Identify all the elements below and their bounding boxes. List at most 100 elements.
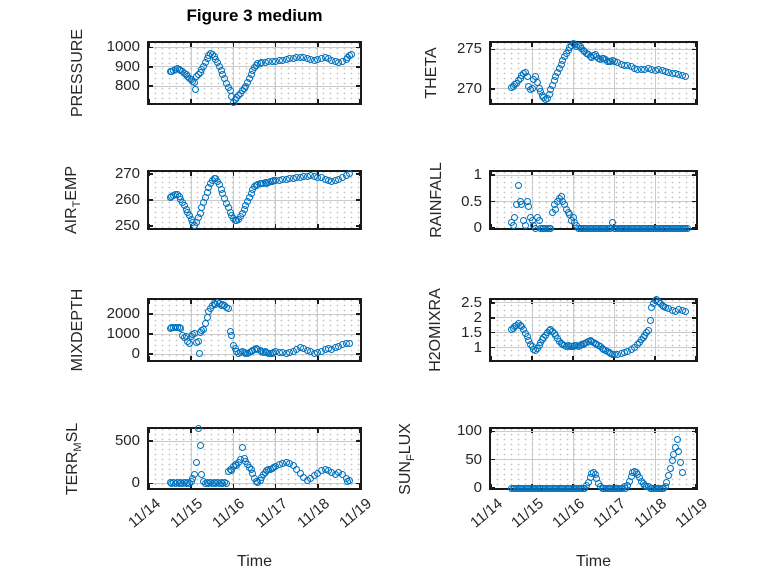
- y-tick-right: [356, 313, 360, 315]
- subplot-pressure: 800 900 1000 PRESSURE: [69, 29, 362, 117]
- x-tick-bottom: [274, 484, 277, 488]
- x-tick-top: [572, 172, 574, 176]
- x-tick-label: 11/19: [336, 495, 375, 532]
- data-point-marker: [194, 425, 202, 433]
- x-tick-top: [359, 429, 361, 433]
- y-tick-left: [149, 199, 153, 201]
- x-tick-top: [190, 429, 192, 433]
- y-tick-right: [356, 482, 360, 485]
- data-point-marker: [195, 350, 203, 358]
- y-tick-label: 2.5: [461, 294, 482, 312]
- y-gridline: [491, 88, 696, 90]
- data-point-marker: [683, 224, 691, 232]
- x-tick-bottom: [613, 356, 615, 360]
- x-tick-label: 11/17: [251, 495, 291, 532]
- x-tick-bottom: [654, 356, 656, 360]
- x-tick-top: [148, 429, 150, 433]
- x-tick-bottom: [148, 484, 150, 488]
- y-tick-left: [149, 66, 153, 68]
- x-tick-top: [695, 429, 697, 433]
- x-tick-bottom: [695, 484, 697, 488]
- data-point-marker: [203, 313, 211, 321]
- x-gridline: [275, 43, 277, 103]
- data-point-marker: [199, 325, 207, 333]
- y-tick-right: [692, 88, 696, 90]
- data-point-marker: [644, 326, 652, 334]
- x-tick-label: 11/17: [590, 495, 629, 532]
- x-gridline: [613, 172, 615, 228]
- x-gridline: [654, 172, 656, 228]
- x-gridline: [232, 43, 234, 103]
- data-point-marker: [682, 73, 690, 81]
- x-tick-top: [317, 300, 319, 304]
- x-tick-label: 11/15: [167, 495, 207, 532]
- y-tick-left: [149, 313, 153, 315]
- x-tick-top: [317, 43, 319, 47]
- y-gridline: [149, 333, 360, 335]
- data-point-marker: [194, 338, 202, 346]
- subplot-air-temp: 250 260 270 AIRTEMP: [63, 165, 362, 234]
- y-tick-right: [692, 430, 696, 433]
- y-tick-label: 100: [456, 422, 482, 440]
- y-axis-label-subscript: F: [405, 453, 418, 461]
- data-point-marker: [345, 476, 353, 484]
- x-tick-bottom: [531, 356, 533, 360]
- x-tick-top: [232, 43, 235, 47]
- x-tick-top: [190, 172, 192, 176]
- data-point-marker: [511, 213, 519, 221]
- y-tick-right: [356, 440, 360, 442]
- x-tick-bottom: [572, 99, 574, 103]
- y-tick-right: [692, 458, 696, 461]
- y-tick-left: [491, 331, 495, 334]
- y-tick-right: [692, 487, 696, 489]
- x-tick-top: [190, 43, 192, 47]
- data-point-marker: [673, 436, 681, 444]
- y-axis-label: PRESSURE: [69, 29, 87, 117]
- x-tick-label: 11/14: [467, 495, 506, 532]
- subplot-mixdepth: 0 1000 2000 MIXDEPTH: [69, 289, 362, 371]
- y-tick-label: 800: [114, 77, 140, 95]
- y-axis-label-text: H2OMIXRA: [427, 288, 444, 372]
- y-tick-right: [356, 66, 360, 68]
- data-point-marker: [222, 479, 230, 487]
- y-axis-label: AIRTEMP: [63, 166, 83, 234]
- y-axis-label: H2OMIXRA: [427, 288, 445, 372]
- y-tick-left: [149, 482, 153, 485]
- data-point-marker: [177, 325, 185, 332]
- data-point-marker: [228, 331, 236, 339]
- x-axis-label-left: Time: [237, 553, 272, 570]
- data-point-marker: [552, 206, 560, 213]
- x-gridline: [531, 429, 533, 488]
- x-tick-bottom: [359, 99, 361, 103]
- data-point-marker: [677, 459, 685, 466]
- y-axis-label-text: AIR: [62, 207, 80, 235]
- data-point-marker: [201, 319, 209, 327]
- x-tick-bottom: [359, 224, 361, 228]
- data-point-marker: [191, 86, 199, 94]
- data-point-marker: [528, 84, 536, 92]
- y-gridline: [491, 459, 696, 461]
- x-gridline: [232, 429, 234, 488]
- x-tick-label: 11/16: [549, 495, 588, 532]
- x-tick-top: [317, 429, 319, 433]
- y-tick-label: 2000: [106, 305, 140, 323]
- x-gridline: [572, 43, 574, 103]
- x-tick-label: 11/15: [508, 495, 547, 532]
- y-tick-label: 1.5: [461, 323, 482, 341]
- x-tick-bottom: [148, 356, 150, 360]
- y-tick-left: [491, 174, 495, 176]
- x-tick-top: [359, 300, 361, 304]
- x-tick-top: [654, 43, 656, 47]
- x-tick-top: [274, 429, 277, 433]
- x-gridline: [531, 300, 533, 360]
- y-tick-left: [491, 48, 495, 51]
- data-point-marker: [191, 471, 199, 479]
- x-tick-top: [613, 172, 615, 176]
- y-tick-label: 270: [456, 79, 482, 97]
- data-point-marker: [193, 458, 201, 466]
- x-tick-bottom: [490, 484, 492, 488]
- y-tick-label: 50: [465, 450, 482, 468]
- x-tick-top: [695, 172, 697, 176]
- x-tick-label: 11/16: [209, 495, 249, 532]
- data-point-marker: [679, 468, 686, 476]
